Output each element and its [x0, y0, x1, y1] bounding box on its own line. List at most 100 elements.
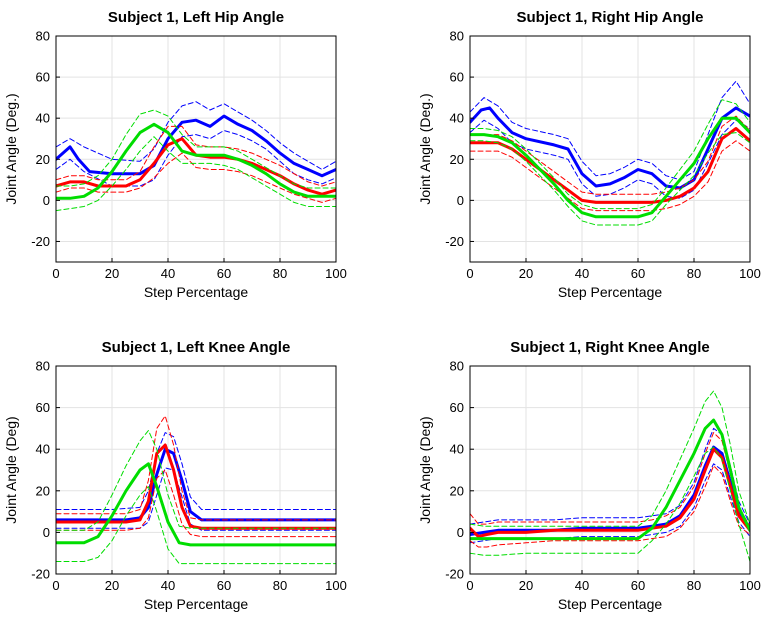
series-line-blue-mean [56, 114, 336, 178]
x-axis-label: Step Percentage [558, 284, 663, 300]
series-line-blue-upper [56, 101, 336, 170]
chart-title: Subject 1, Left Knee Angle [102, 339, 291, 356]
series-line-blue-mean [56, 447, 336, 522]
y-tick-label: 60 [36, 400, 50, 415]
y-tick-label: 40 [36, 442, 50, 457]
x-axis-label: Step Percentage [144, 596, 249, 612]
series-line-green-mean [56, 122, 336, 200]
x-tick-label: 60 [631, 578, 645, 593]
x-tick-label: 40 [575, 578, 589, 593]
y-tick-label: -20 [31, 234, 50, 249]
x-tick-label: 100 [325, 578, 347, 593]
series-line-blue-upper [470, 427, 750, 525]
series-line-red-lower [470, 140, 750, 212]
series-line-green-upper [56, 109, 336, 189]
y-tick-label: 80 [36, 359, 50, 374]
x-tick-label: 80 [273, 578, 287, 593]
y-tick-label: 60 [36, 70, 50, 85]
x-tick-label: 40 [161, 578, 175, 593]
series-line-green-mean [470, 418, 750, 541]
x-tick-label: 40 [575, 266, 589, 281]
y-tick-label: 80 [36, 29, 50, 44]
series-line-red-upper [56, 125, 336, 187]
axes-box [55, 35, 337, 263]
y-tick-label: -20 [445, 234, 464, 249]
series-line-blue-upper [56, 432, 336, 510]
y-tick-label: 20 [36, 152, 50, 167]
x-tick-label: 100 [739, 578, 761, 593]
y-tick-label: 40 [36, 111, 50, 126]
x-tick-label: 80 [687, 266, 701, 281]
x-tick-label: 80 [273, 266, 287, 281]
y-tick-label: 60 [450, 70, 464, 85]
y-tick-label: 20 [450, 483, 464, 498]
series-line-green-mean [470, 116, 750, 219]
axes-box [469, 365, 751, 575]
x-tick-label: 20 [519, 578, 533, 593]
x-tick-label: 40 [161, 266, 175, 281]
series-group [470, 80, 750, 226]
series-line-red-lower [470, 465, 750, 548]
x-tick-label: 0 [466, 578, 473, 593]
y-tick-label: 0 [457, 193, 464, 208]
x-axis-label: Step Percentage [558, 596, 663, 612]
y-tick-label: 20 [450, 152, 464, 167]
series-line-red-upper [470, 115, 750, 195]
x-tick-label: 60 [631, 266, 645, 281]
series-line-green-lower [470, 132, 750, 226]
x-tick-label: 0 [52, 578, 59, 593]
series-line-green-lower [470, 446, 750, 562]
x-tick-label: 20 [105, 266, 119, 281]
chart-title: Subject 1, Right Hip Angle [517, 9, 704, 26]
y-tick-label: -20 [445, 567, 464, 582]
series-line-red-mean [470, 447, 750, 539]
chart-panel-2: 0 20 40 60 80 100 80 60 40 20 0 -20 Subject 1, Right… [417, 9, 761, 300]
y-tick-label: 0 [43, 525, 50, 540]
series-group [56, 415, 336, 565]
x-tick-label: 60 [217, 266, 231, 281]
series-line-red-upper [56, 415, 336, 521]
series-line-red-lower [56, 469, 336, 538]
series-line-red-lower [56, 152, 336, 203]
series-line-green-mean [56, 462, 336, 547]
series-line-green-upper [470, 390, 750, 527]
y-tick-label: 60 [450, 400, 464, 415]
x-tick-label: 20 [105, 578, 119, 593]
x-tick-label: 0 [466, 266, 473, 281]
y-tick-label: 80 [450, 359, 464, 374]
axes-box [55, 365, 337, 575]
series-group [56, 101, 336, 212]
x-axis-label: Step Percentage [144, 284, 249, 300]
x-tick-label: 100 [325, 266, 347, 281]
series-line-green-upper [470, 99, 750, 210]
y-tick-label: 80 [450, 29, 464, 44]
series-line-blue-lower [56, 130, 336, 187]
x-tick-label: 60 [217, 578, 231, 593]
y-axis-label: Joint Angle (Deg.) [417, 93, 433, 204]
x-tick-label: 100 [739, 266, 761, 281]
chart-panel-1: 0 20 40 60 80 100 80 60 40 20 0 -20 Subject 1, Left … [3, 9, 347, 300]
y-tick-label: 0 [457, 525, 464, 540]
y-tick-label: -20 [31, 567, 50, 582]
series-line-green-lower [56, 136, 336, 212]
y-axis-label: Joint Angle (Deg) [417, 416, 433, 523]
x-tick-label: 20 [519, 266, 533, 281]
axes-box [469, 35, 751, 263]
series-line-green-lower [56, 486, 336, 565]
series-line-red-mean [470, 127, 750, 204]
x-tick-label: 0 [52, 266, 59, 281]
y-tick-label: 0 [43, 193, 50, 208]
chart-title: Subject 1, Right Knee Angle [510, 339, 709, 356]
y-axis-label: Joint Angle (Deg.) [3, 93, 19, 204]
y-tick-label: 40 [450, 442, 464, 457]
x-tick-label: 80 [687, 578, 701, 593]
y-tick-label: 20 [36, 483, 50, 498]
series-line-blue-mean [470, 106, 750, 190]
y-tick-label: 40 [450, 111, 464, 126]
series-line-green-upper [56, 430, 336, 531]
series-group [470, 390, 750, 562]
